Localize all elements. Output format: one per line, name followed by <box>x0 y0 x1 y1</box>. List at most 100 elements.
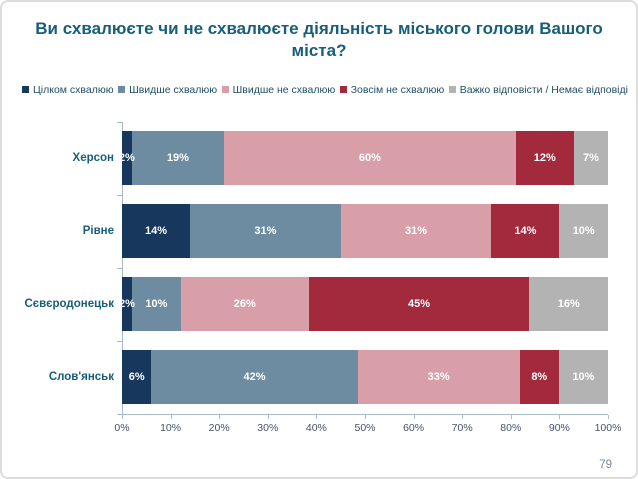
x-axis-tick-label: 10% <box>160 421 182 434</box>
bar-segment: 7% <box>573 131 608 185</box>
bar-segment: 42% <box>151 350 358 404</box>
segment-value-label: 6% <box>128 371 145 383</box>
chart: Херсон 2% 19% 60% 12% 7% Рівне 14% 31% 31% 14% 1… <box>2 121 621 435</box>
segment-value-label: 14% <box>145 225 168 237</box>
segment-value-label: 31% <box>254 225 277 237</box>
x-axis-tick <box>170 414 172 419</box>
bar-segment: 14% <box>491 204 560 258</box>
segment-value-label: 45% <box>407 298 431 310</box>
legend-label: Зовсім не схвалюю <box>350 83 445 96</box>
segment-value-label: 60% <box>358 152 381 164</box>
category-label: Сєвєродонецьк <box>24 298 114 310</box>
x-axis-tick-label: 0% <box>114 421 130 434</box>
bar-segment: 8% <box>519 350 559 404</box>
bar-segment: 31% <box>190 204 341 258</box>
legend-swatch-icon <box>22 86 29 93</box>
bar-track: 6% 42% 33% 8% 10% <box>122 350 608 404</box>
page-number: 79 <box>599 459 612 471</box>
x-axis-tick <box>413 414 415 419</box>
x-axis-tick <box>316 414 318 419</box>
bar-segment: 60% <box>224 131 516 185</box>
bar-row: Рівне 14% 31% 31% 14% 10% <box>2 195 608 268</box>
plot-rows: Херсон 2% 19% 60% 12% 7% Рівне 14% 31% 31% 14% 1… <box>2 122 608 414</box>
x-axis-tick-label: 90% <box>548 421 570 434</box>
x-axis-tick-label: 40% <box>305 421 327 434</box>
bar-track: 14% 31% 31% 14% 10% <box>122 204 608 258</box>
segment-value-label: 14% <box>514 225 537 237</box>
legend-item: Швидше не схвалюю <box>221 84 335 96</box>
legend-label: Важко відповісти / Немає відповіді <box>459 83 628 96</box>
segment-value-label: 19% <box>166 152 189 164</box>
x-axis-tick-label: 30% <box>257 421 279 434</box>
x-axis-tick <box>267 414 269 419</box>
category-label: Рівне <box>82 225 114 237</box>
segment-value-label: 12% <box>533 152 556 164</box>
x-axis-tick <box>510 414 512 419</box>
y-axis-tick <box>117 194 123 196</box>
y-axis-tick <box>117 121 123 123</box>
segment-value-label: 26% <box>233 298 256 310</box>
y-axis-ticks <box>117 121 123 415</box>
legend: Цілком схвалюю Швидше схвалюю Швидше не … <box>22 84 628 96</box>
bar-track: 2% 10% 26% 45% 16% <box>118 277 608 331</box>
segment-value-label: 2% <box>118 152 135 164</box>
legend-item: Швидше схвалюю <box>118 84 217 96</box>
y-axis-tick <box>117 267 123 269</box>
chart-title: Ви схвалюєте чи не схвалюєте діяльність … <box>35 19 603 60</box>
x-axis-tick <box>219 414 221 419</box>
bar-row: Слов'янськ 6% 42% 33% 8% 10% <box>2 341 608 414</box>
segment-value-label: 42% <box>243 371 266 383</box>
segment-value-label: 31% <box>405 225 428 237</box>
bar-track: 2% 19% 60% 12% 7% <box>118 131 608 185</box>
x-axis-tick-label: 50% <box>354 421 376 434</box>
bar-segment: 10% <box>131 277 181 331</box>
segment-value-label: 10% <box>572 225 595 237</box>
legend-swatch-icon <box>339 86 347 93</box>
legend-swatch-icon <box>221 86 229 93</box>
y-axis-tick <box>117 413 123 415</box>
x-axis-tick-label: 60% <box>403 421 425 434</box>
x-axis-labels: 0% 10% 20% 30% 40% 50% 60% 70% 80% 90% 100% <box>114 420 621 435</box>
bar-segment: 45% <box>308 277 530 331</box>
plot-area: Херсон 2% 19% 60% 12% 7% Рівне 14% 31% 31% 14% 1… <box>2 121 608 415</box>
x-axis-tick-label: 80% <box>500 421 522 434</box>
bar-segment: 16% <box>529 277 608 331</box>
bar-segment: 10% <box>559 204 608 258</box>
bar-segment: 12% <box>515 131 574 185</box>
legend-label: Швидше схвалюю <box>129 83 218 96</box>
bar-segment: 2% <box>118 131 135 185</box>
legend-item: Зовсім не схвалюю <box>339 83 445 96</box>
category-label: Херсон <box>72 152 114 164</box>
bar-segment: 33% <box>357 350 520 404</box>
bar-segment: 6% <box>122 350 152 404</box>
x-axis-tick-label: 100% <box>594 421 622 434</box>
segment-value-label: 10% <box>572 371 595 383</box>
x-axis-tick-label: 70% <box>451 421 473 434</box>
x-axis-tick <box>608 414 609 419</box>
bar-segment: 2% <box>118 277 135 331</box>
bar-segment: 19% <box>131 131 225 185</box>
bar-segment: 31% <box>340 204 492 258</box>
legend-item: Цілком схвалюю <box>22 84 114 96</box>
bar-segment: 26% <box>180 277 309 331</box>
segment-value-label: 2% <box>118 298 135 310</box>
bar-segment: 10% <box>558 350 608 404</box>
legend-swatch-icon <box>448 86 456 93</box>
category-label: Слов'янськ <box>48 371 114 383</box>
bar-segment: 14% <box>122 204 191 258</box>
segment-value-label: 16% <box>557 298 580 310</box>
y-axis-tick <box>117 340 123 342</box>
x-axis-ticks <box>122 413 609 420</box>
segment-value-label: 10% <box>145 298 168 310</box>
segment-value-label: 33% <box>427 371 450 383</box>
segment-value-label: 7% <box>583 152 599 164</box>
legend-item: Важко відповісти / Немає відповіді <box>448 83 628 96</box>
x-axis-tick <box>559 414 561 419</box>
x-axis-tick <box>365 414 366 419</box>
legend-swatch-icon <box>118 86 126 93</box>
legend-label: Цілком схвалюю <box>33 83 114 96</box>
x-axis-tick <box>462 414 464 419</box>
x-axis-tick <box>122 414 123 419</box>
segment-value-label: 8% <box>531 371 548 383</box>
x-axis-tick-label: 20% <box>208 421 230 434</box>
